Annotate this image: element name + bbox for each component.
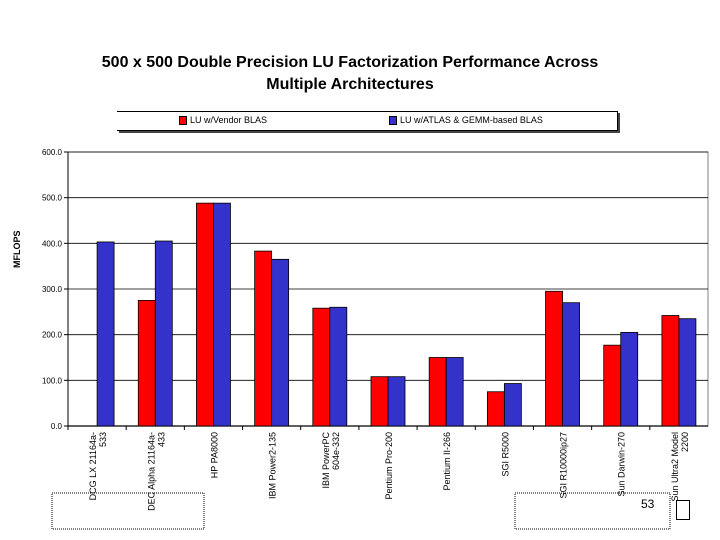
x-tick-label-line: IBM PowerPC — [321, 432, 331, 489]
x-tick-label: HP PA8000 — [209, 432, 219, 478]
bar-vendor-blas — [137, 300, 156, 427]
legend-swatch-vendor — [179, 115, 187, 125]
bar-vendor-blas — [486, 391, 505, 427]
bar-vendor-blas — [312, 307, 331, 427]
x-tick-label-line: SGI R5000 — [500, 432, 510, 477]
chart-title: 500 x 500 Double Precision LU Factorizat… — [60, 52, 640, 96]
chart-title-line-1: 500 x 500 Double Precision LU Factorizat… — [101, 54, 599, 71]
x-tick-label: DCG LX 21164a- 533 — [88, 432, 108, 500]
x-tick-label-line: Pentium II-266 — [442, 432, 452, 491]
bar-vendor-blas — [196, 202, 214, 427]
missing-glyph-box — [676, 500, 690, 520]
y-tick-label: 500.0 — [42, 194, 63, 203]
y-tick-label: 300.0 — [42, 285, 63, 294]
legend-label-atlas: LU w/ATLAS & GEMM-based BLAS — [400, 115, 543, 125]
bar-atlas-blas — [387, 376, 406, 427]
x-tick-label-line: 533 — [98, 432, 108, 447]
y-tick-label: 100.0 — [42, 376, 63, 385]
x-tick-label-line: 2200 — [680, 432, 690, 452]
legend-item-atlas: LU w/ATLAS & GEMM-based BLAS — [389, 115, 543, 125]
x-tick-label-line: Sun Darwin-270 — [617, 432, 627, 497]
bar-vendor-blas — [428, 357, 447, 427]
x-tick-label-line: 604e-332 — [331, 432, 341, 470]
bar-vendor-blas — [661, 315, 680, 427]
bar-atlas-blas — [620, 331, 639, 427]
bar-atlas-blas — [562, 302, 580, 427]
bar-vendor-blas — [603, 344, 622, 427]
bar-atlas-blas — [154, 240, 173, 427]
x-tick-label-line: Sun Ultra2 Model — [670, 432, 680, 502]
x-tick-label-line: DCG LX 21164a- — [88, 432, 98, 500]
x-tick-label: IBM PowerPC 604e-332 — [321, 432, 341, 489]
x-tick-label: Pentium II-266 — [442, 432, 452, 491]
y-tick-label: 0.0 — [51, 422, 63, 431]
x-tick-label-line: HP PA8000 — [209, 432, 219, 478]
bar-vendor-blas — [545, 290, 563, 427]
x-tick-label: Sun Ultra2 Model 2200 — [670, 432, 690, 502]
x-tick-label: IBM Power2-135 — [268, 432, 278, 499]
chart-title-line-2: Multiple Architectures — [266, 76, 434, 93]
bar-vendor-blas — [254, 250, 273, 427]
legend-item-vendor: LU w/Vendor BLAS — [179, 115, 267, 125]
bottom-right-frame — [514, 492, 671, 530]
x-tick-label: DEC Alpha 21164a- 433 — [146, 432, 166, 511]
y-tick-label: 200.0 — [42, 331, 63, 340]
bar-atlas-blas — [445, 357, 464, 427]
x-tick-label-line: 433 — [156, 432, 166, 447]
y-tick-label: 600.0 — [42, 148, 63, 157]
x-tick-label-line: Pentium Pro-200 — [384, 432, 394, 500]
x-tick-label: Sun Darwin-270 — [617, 432, 627, 497]
x-tick-label-line: SGI R10000ip27 — [559, 432, 569, 499]
x-tick-label-line: DEC Alpha 21164a- — [146, 432, 156, 511]
x-tick-label: Pentium Pro-200 — [384, 432, 394, 500]
bar-vendor-blas — [370, 376, 389, 427]
bottom-left-frame — [51, 492, 205, 530]
x-tick-label-line: IBM Power2-135 — [268, 432, 278, 499]
bar-atlas-blas — [678, 318, 697, 427]
page-number: 53 — [641, 497, 655, 511]
bar-atlas-blas — [271, 258, 290, 427]
chart-legend: LU w/Vendor BLAS LU w/ATLAS & GEMM-based… — [117, 111, 618, 131]
bar-atlas-blas — [503, 383, 522, 427]
y-tick-label: 400.0 — [42, 239, 63, 248]
bar-atlas-blas — [213, 202, 231, 427]
bar-atlas-blas — [96, 241, 115, 427]
bar-atlas-blas — [329, 306, 348, 427]
legend-label-vendor: LU w/Vendor BLAS — [190, 115, 268, 125]
x-tick-label: SGI R10000ip27 — [559, 432, 569, 499]
x-tick-label: SGI R5000 — [500, 432, 510, 477]
legend-swatch-atlas — [389, 115, 397, 125]
